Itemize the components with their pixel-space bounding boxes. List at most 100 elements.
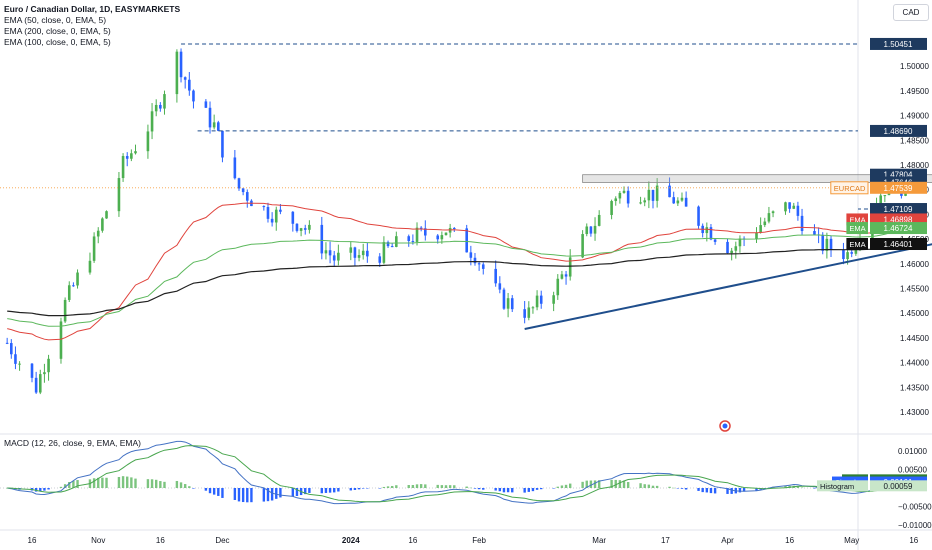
price-axis-tick: 1.44500 bbox=[900, 334, 929, 343]
candle-body bbox=[763, 221, 767, 226]
candles-group bbox=[5, 48, 907, 395]
histogram-bar bbox=[250, 488, 253, 503]
candle-body bbox=[829, 238, 833, 250]
histogram-bar bbox=[477, 488, 481, 490]
ema200-line bbox=[7, 245, 906, 317]
histogram-bar bbox=[784, 485, 787, 488]
histogram-bar bbox=[705, 488, 709, 493]
histogram-bar bbox=[130, 477, 133, 488]
price-label-tag bbox=[846, 238, 868, 251]
time-axis-tick: Mar bbox=[592, 536, 606, 545]
candle-body bbox=[188, 79, 191, 91]
candle-body bbox=[734, 246, 738, 251]
histogram-bar bbox=[419, 484, 423, 488]
time-axis-tick: 16 bbox=[909, 536, 918, 545]
histogram-bar bbox=[183, 484, 187, 488]
macd-label-value: 0.00059 bbox=[884, 482, 913, 491]
symbol-title[interactable]: Euro / Canadian Dollar, 1D, EASYMARKETS bbox=[4, 4, 181, 14]
histogram-bar bbox=[593, 480, 597, 488]
price-label-name: EMA bbox=[849, 215, 865, 224]
candle-body bbox=[424, 228, 427, 236]
candle-body bbox=[262, 206, 266, 208]
histogram-bar bbox=[465, 486, 468, 488]
candle-body bbox=[117, 178, 121, 212]
histogram-bar bbox=[68, 482, 71, 488]
candle-body bbox=[825, 238, 829, 251]
candle-body bbox=[245, 192, 249, 201]
price-label-value: 1.48690 bbox=[884, 127, 913, 136]
histogram-bar bbox=[324, 488, 328, 493]
candle-body bbox=[469, 252, 473, 258]
histogram-bar bbox=[233, 488, 237, 500]
candle-body bbox=[419, 227, 423, 229]
candle-body bbox=[121, 156, 125, 179]
price-axis-tick: 1.46000 bbox=[900, 260, 929, 269]
histogram-bar bbox=[701, 488, 704, 493]
histogram-bar bbox=[63, 484, 67, 488]
price-axis-tick: 1.50000 bbox=[900, 62, 929, 71]
macd-line bbox=[7, 440, 906, 505]
histogram-bar bbox=[813, 488, 816, 489]
candle-body bbox=[154, 104, 158, 112]
candle-body bbox=[473, 257, 477, 264]
histogram-bar bbox=[362, 488, 365, 489]
histogram-bar bbox=[411, 484, 415, 488]
histogram-bar bbox=[585, 480, 588, 488]
macd-label-box bbox=[870, 480, 927, 492]
candle-body bbox=[651, 189, 655, 201]
price-label-box bbox=[870, 238, 927, 251]
candle-body bbox=[585, 226, 589, 235]
candle-body bbox=[411, 240, 415, 242]
price-label-value: 1.46401 bbox=[884, 240, 913, 249]
candle-body bbox=[337, 252, 340, 261]
histogram-bar bbox=[328, 488, 332, 493]
macd-legend[interactable]: MACD (12, 26, close, 9, EMA, EMA) bbox=[4, 438, 141, 448]
candle-body bbox=[34, 377, 38, 393]
candle-body bbox=[407, 236, 411, 241]
candle-body bbox=[361, 250, 365, 256]
candle-body bbox=[159, 104, 162, 109]
candle-body bbox=[221, 130, 224, 158]
candle-body bbox=[436, 235, 440, 240]
candle-body bbox=[465, 228, 468, 253]
candle-body bbox=[30, 363, 34, 378]
histogram-bar bbox=[523, 488, 526, 493]
histogram-bar bbox=[241, 488, 245, 503]
price-axis-tick: 1.43000 bbox=[900, 408, 929, 417]
macd-axis-tick: −0.00500 bbox=[898, 503, 932, 512]
histogram-bar bbox=[502, 488, 506, 493]
time-axis-tick: Dec bbox=[215, 536, 229, 545]
candle-body bbox=[622, 190, 626, 193]
candle-body bbox=[452, 227, 456, 229]
histogram-bar bbox=[738, 488, 742, 493]
histogram-bar bbox=[469, 487, 473, 489]
histogram-bar bbox=[440, 485, 444, 488]
price-label-value: 1.47109 bbox=[884, 205, 913, 214]
indicator-ema100-label[interactable]: EMA (100, close, 0, EMA, 5) bbox=[4, 37, 111, 47]
currency-button[interactable]: CAD bbox=[893, 4, 929, 21]
price-axis-tick: 1.45000 bbox=[900, 309, 929, 318]
histogram-bar bbox=[117, 476, 121, 488]
price-axis-tick: 1.45500 bbox=[900, 285, 929, 294]
indicator-ema200-label[interactable]: EMA (200, close, 0, EMA, 5) bbox=[4, 26, 111, 36]
candle-body bbox=[212, 122, 216, 128]
candle-body bbox=[788, 202, 791, 209]
histogram-bar bbox=[134, 478, 137, 488]
histogram-bar bbox=[626, 482, 630, 488]
price-axis-tick: 1.48000 bbox=[900, 161, 929, 170]
ema100-line bbox=[7, 230, 906, 327]
candle-body bbox=[299, 228, 303, 231]
price-axis-tick: 1.49500 bbox=[900, 87, 929, 96]
candle-body bbox=[67, 285, 71, 300]
histogram-bar bbox=[709, 488, 713, 494]
histogram-bar bbox=[540, 488, 543, 490]
histogram-bar bbox=[527, 488, 530, 492]
histogram-bar bbox=[589, 480, 593, 488]
candle-body bbox=[146, 131, 150, 152]
histogram-bar bbox=[453, 485, 456, 488]
price-axis-tick: 1.48500 bbox=[900, 136, 929, 145]
candle-body bbox=[842, 249, 845, 260]
histogram-bar bbox=[647, 484, 651, 488]
indicator-ema50-label[interactable]: EMA (50, close, 0, EMA, 5) bbox=[4, 15, 107, 25]
